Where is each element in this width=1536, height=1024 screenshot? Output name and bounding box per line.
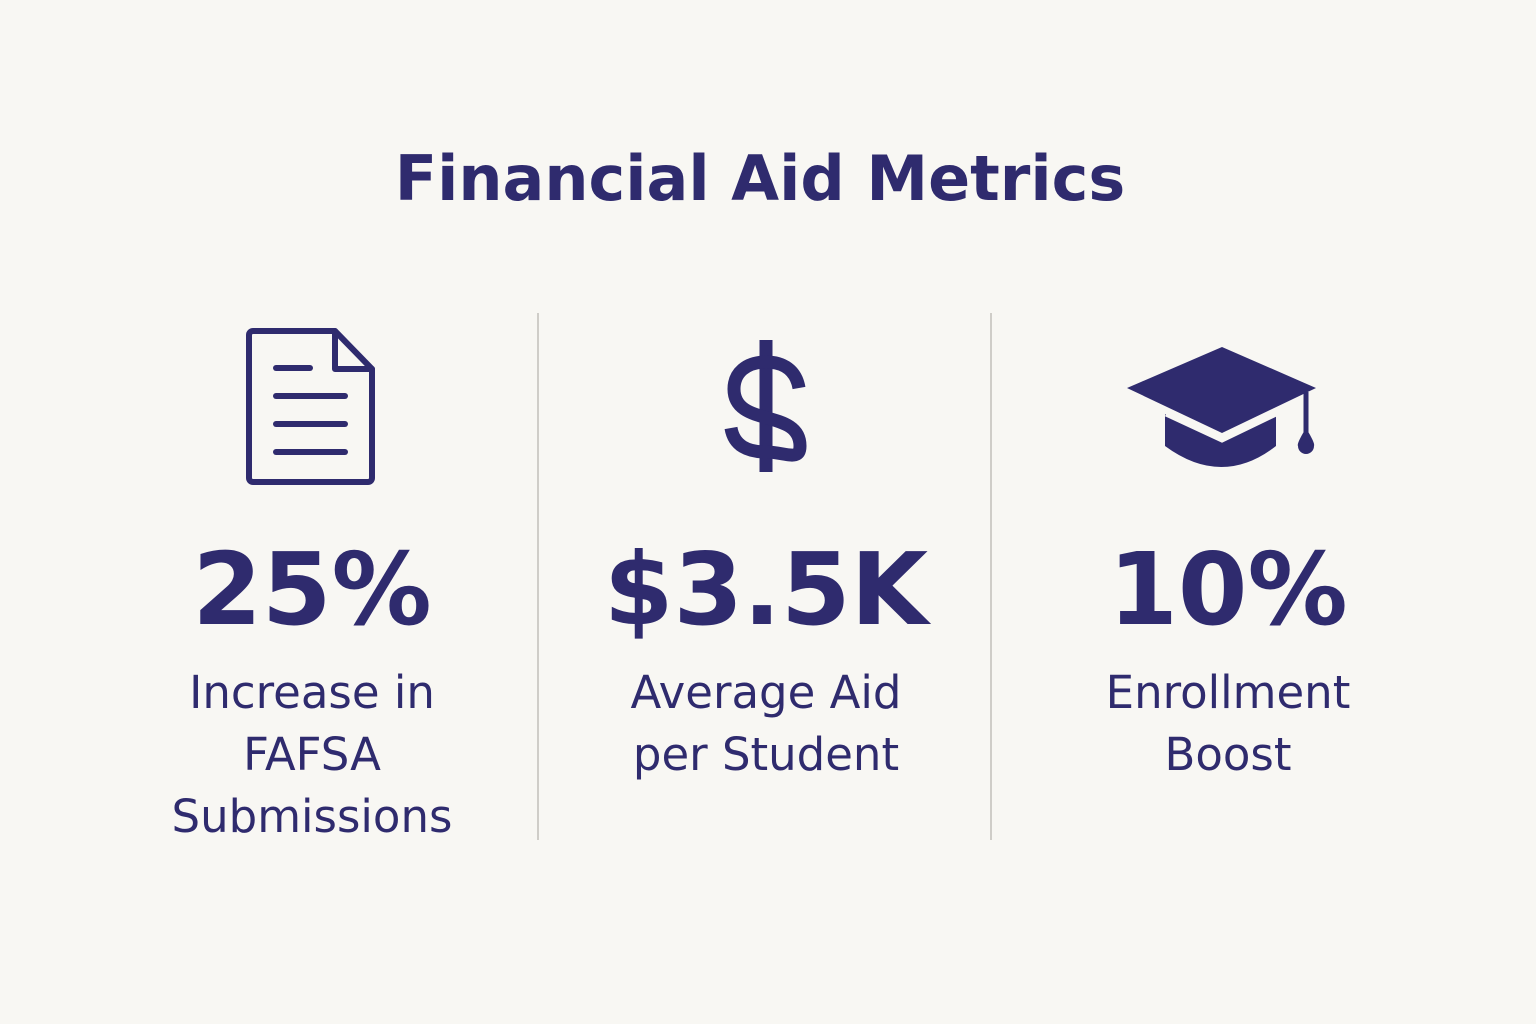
metric-label: FAFSA — [243, 728, 381, 781]
metric-label: Boost — [1164, 728, 1291, 781]
metric-label: Enrollment — [1106, 666, 1351, 719]
cap-band — [1164, 411, 1278, 443]
metric-label: per Student — [633, 728, 899, 781]
metric-value: 10% — [1108, 531, 1347, 648]
dollar-icon — [724, 340, 807, 472]
metric-label: Submissions — [172, 790, 453, 843]
metric-value: $3.5K — [604, 531, 932, 648]
document-icon — [246, 328, 375, 485]
metric-label: Increase in — [189, 666, 435, 719]
metric-label: Average Aid — [631, 666, 902, 719]
graduation-cap-icon — [1127, 347, 1316, 467]
metric-value: 25% — [192, 531, 431, 648]
title: Financial Aid Metrics — [395, 142, 1125, 215]
